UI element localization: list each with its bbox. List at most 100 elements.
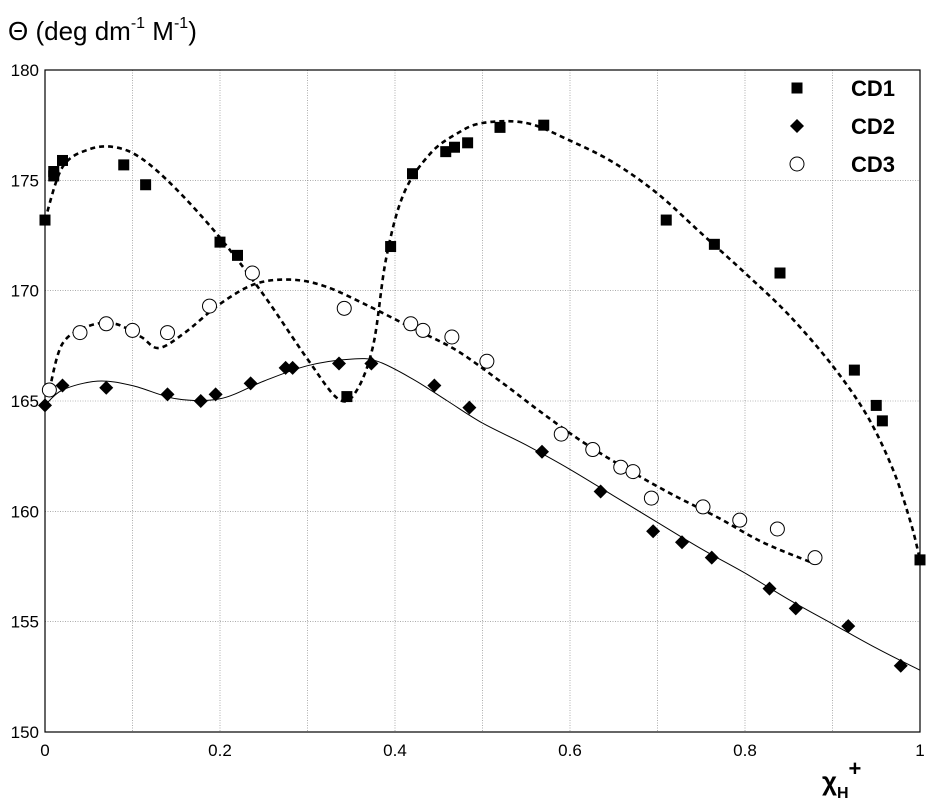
- cd1-point: [232, 249, 243, 261]
- cd2-point: [208, 387, 223, 402]
- cd2-point: [364, 356, 379, 371]
- y-axis-symbol: Θ: [8, 16, 28, 46]
- cd2-point: [285, 360, 300, 375]
- cd3-point: [553, 426, 569, 442]
- cd2-point: [332, 356, 346, 371]
- cd2-point: [55, 378, 70, 393]
- cd1-point: [848, 364, 860, 376]
- cd3-point: [807, 550, 823, 566]
- y-axis-sup2: -1: [174, 15, 188, 32]
- cd2-point: [193, 394, 208, 408]
- cd3-point: [72, 325, 88, 341]
- legend-label-cd1: CD1: [851, 76, 895, 101]
- cd3-point: [244, 265, 260, 281]
- cd2-point: [99, 380, 114, 395]
- ticks: 0 0.2 0.4 0.6 0.8 1 150 155 160 165 170 175 180: [11, 61, 925, 760]
- cd2-point: [535, 444, 549, 459]
- cd2-point: [38, 398, 52, 413]
- cd2-point: [762, 581, 777, 596]
- cd2-point: [788, 601, 803, 616]
- cd3-point: [98, 316, 114, 332]
- cd2-point: [646, 524, 661, 539]
- cd2-point: [675, 535, 689, 550]
- legend-marker-cd2: [790, 119, 804, 133]
- cd2-point: [427, 378, 442, 393]
- y-tick-label: 175: [11, 171, 39, 190]
- cd1-point: [449, 141, 460, 153]
- cd1-point: [462, 137, 474, 149]
- legend-marker-cd3: [789, 156, 805, 172]
- cd1-point: [708, 238, 720, 250]
- cd1-fit-curve: [43, 119, 922, 561]
- cd1-point: [385, 241, 397, 253]
- y-tick-label: 165: [11, 392, 39, 411]
- cd1-point: [407, 168, 418, 180]
- legend-marker-cd1: [791, 82, 803, 94]
- grid-lines: [44, 69, 921, 733]
- cd1-point: [39, 214, 51, 226]
- cd2-point: [893, 658, 908, 673]
- y-tick-label: 170: [11, 282, 39, 301]
- cd1-point: [914, 554, 926, 566]
- cd1-point: [140, 179, 152, 191]
- cd1-point: [660, 214, 672, 226]
- y-axis-sup1: -1: [131, 15, 145, 32]
- legend-label-cd3: CD3: [851, 152, 895, 177]
- cd2-point: [704, 550, 719, 565]
- cd3-point: [479, 353, 495, 369]
- cd1-point: [57, 154, 68, 166]
- cd3-point: [625, 464, 641, 480]
- y-tick-label: 155: [11, 613, 39, 632]
- cd1-point: [48, 166, 60, 178]
- cd3-point: [41, 382, 57, 398]
- cd2-point: [593, 484, 608, 499]
- data-points: [38, 119, 926, 673]
- cd1-point: [341, 391, 353, 403]
- cd1-point: [870, 399, 882, 411]
- cd1-point: [774, 267, 786, 279]
- x-tick-label: 1: [915, 741, 924, 760]
- x-axis-main: χ: [822, 766, 837, 796]
- y-tick-label: 180: [11, 61, 39, 80]
- legend: CD1 CD2 CD3: [789, 76, 895, 177]
- cd1-point: [494, 121, 506, 133]
- cd3-point: [202, 298, 217, 314]
- cd2-point: [841, 619, 856, 634]
- y-tick-label: 160: [11, 502, 39, 521]
- cd3-point: [732, 512, 748, 528]
- cd3-point: [403, 316, 419, 332]
- y-axis-title: Θ (deg dm-1 M-1): [8, 15, 197, 46]
- cd2-point: [243, 376, 258, 391]
- cd3-point: [125, 322, 140, 338]
- y-axis-end: ): [188, 16, 197, 46]
- cd3-fit-curve: [48, 278, 812, 564]
- cd3-point: [160, 325, 175, 341]
- x-axis-title: χH+: [822, 756, 861, 802]
- y-axis-mid: M: [145, 16, 174, 46]
- x-tick-label: 0.6: [558, 741, 582, 760]
- cd3-point: [769, 521, 785, 537]
- cd1-point: [440, 146, 452, 158]
- cd3-point: [695, 499, 711, 515]
- cd3-point: [444, 329, 460, 345]
- x-tick-label: 0.4: [383, 741, 407, 760]
- x-tick-label: 0: [40, 741, 49, 760]
- cd1-point: [118, 159, 130, 171]
- cd3-point: [336, 300, 352, 316]
- cd1-point: [538, 119, 550, 131]
- cd2-point: [462, 400, 477, 415]
- y-axis-text: (deg dm: [28, 16, 131, 46]
- legend-label-cd2: CD2: [851, 114, 895, 139]
- cd2-point: [160, 387, 175, 402]
- cd1-point: [876, 415, 888, 427]
- x-axis-sub: H: [837, 785, 849, 802]
- cd1-point: [214, 236, 226, 248]
- cd3-point: [415, 322, 431, 338]
- cd3-point: [585, 442, 601, 458]
- x-axis-sup: +: [849, 756, 862, 781]
- x-tick-label: 0.2: [208, 741, 232, 760]
- x-tick-label: 0.8: [733, 741, 757, 760]
- cd3-point: [643, 490, 659, 506]
- y-tick-label: 150: [11, 723, 39, 742]
